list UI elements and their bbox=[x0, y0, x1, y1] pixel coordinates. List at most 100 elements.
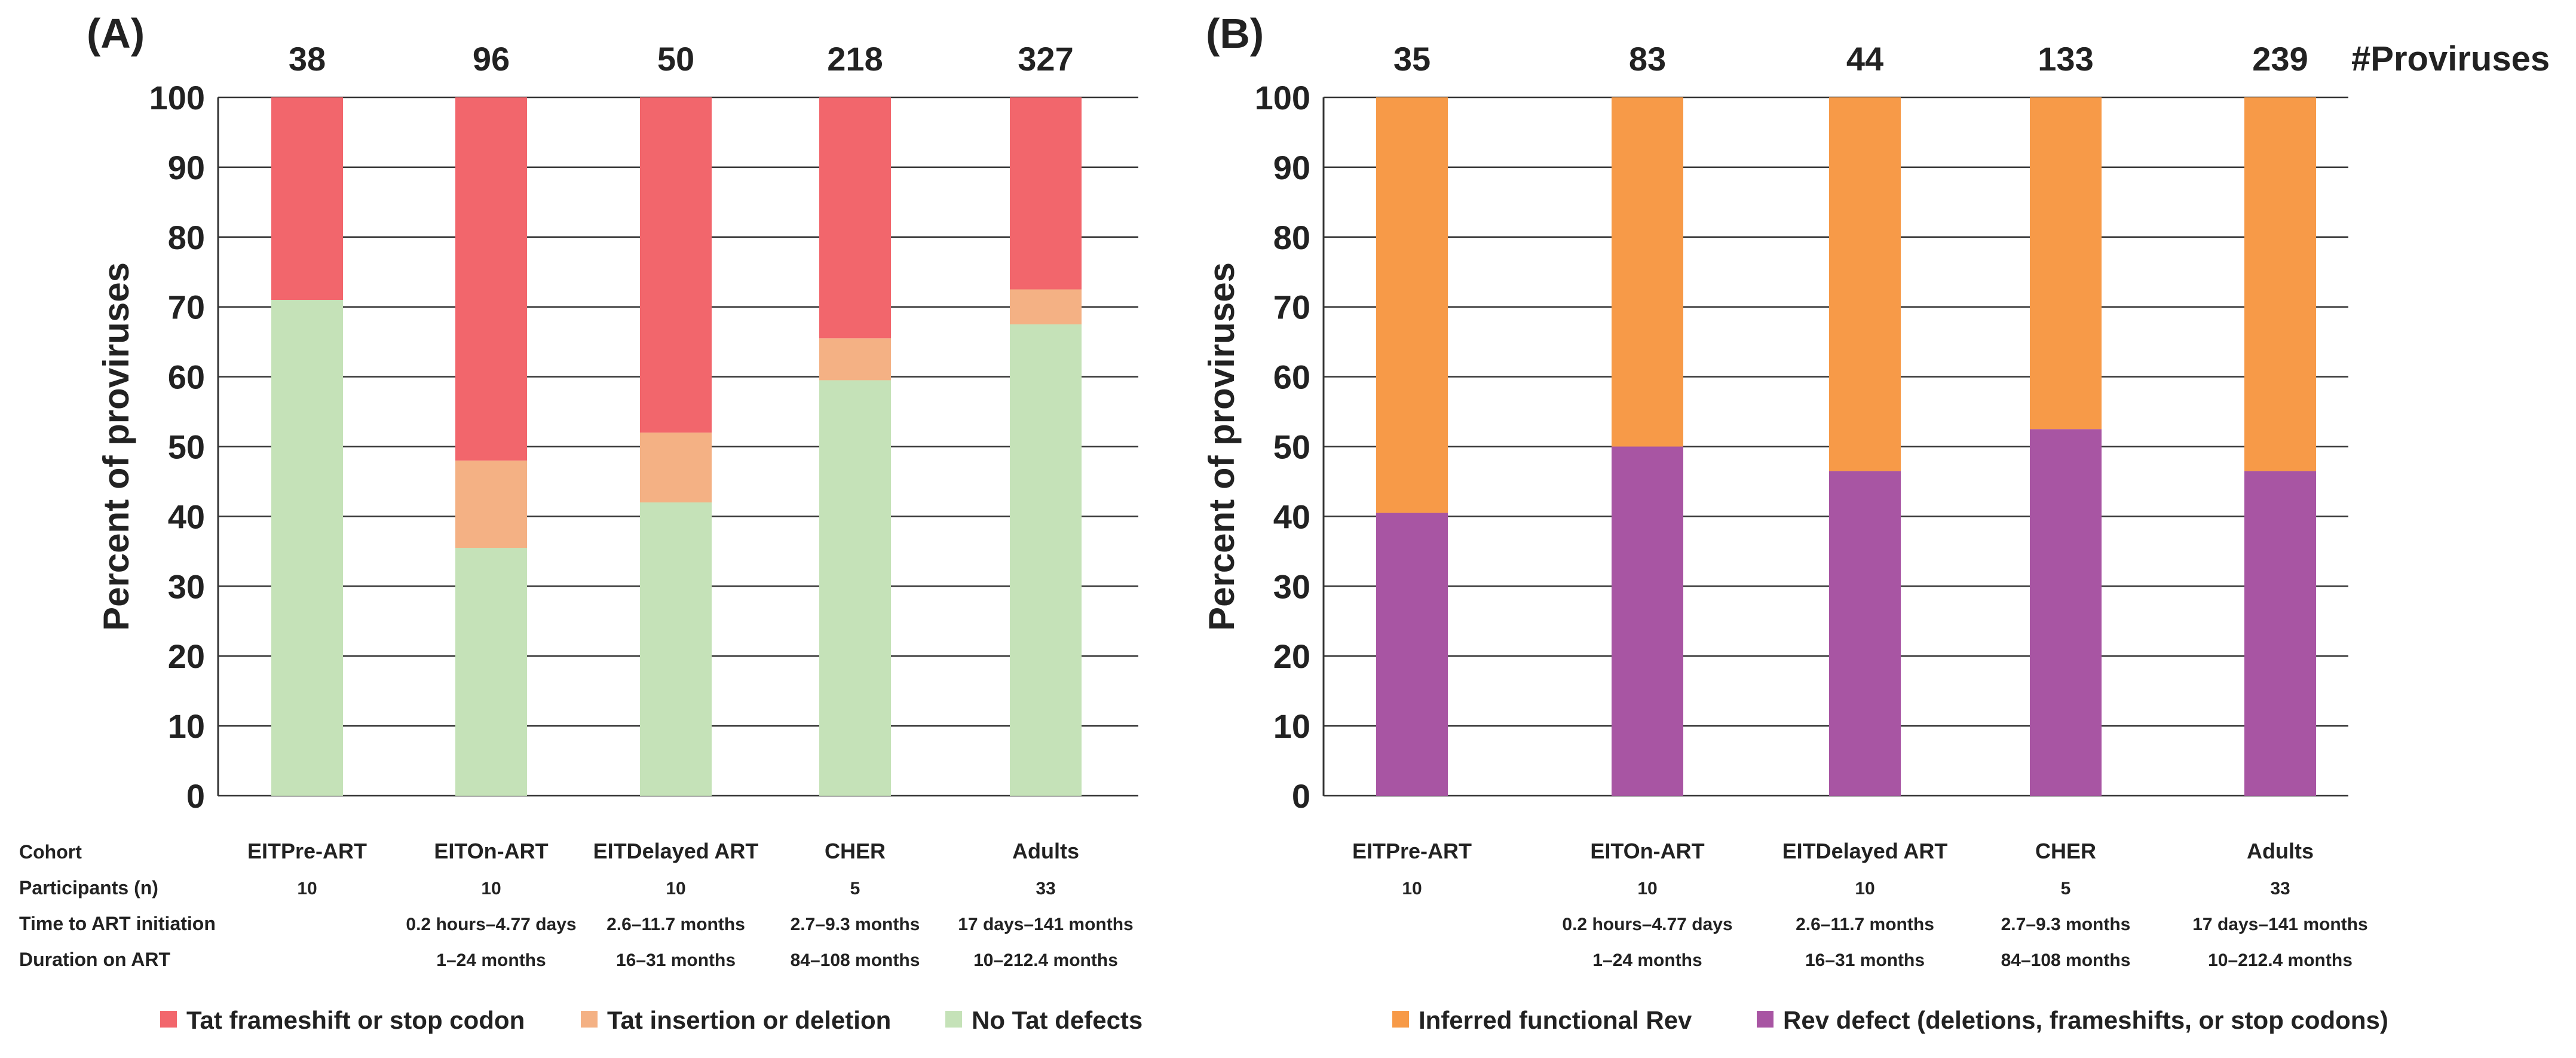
panel-b-totals-title: #Proviruses bbox=[2351, 39, 2550, 78]
panel-b-ytick-label: 90 bbox=[1273, 149, 1310, 186]
panel-a-bar-eitpre-art-series-0 bbox=[271, 300, 343, 796]
table-cell-duration: 10–212.4 months bbox=[973, 950, 1118, 970]
table-cell-cohort: EITPre-ART bbox=[247, 839, 367, 863]
table-cell-cohort: Adults bbox=[1012, 839, 1079, 863]
table-cell-duration: 16–31 months bbox=[1805, 950, 1925, 970]
panel-b-total-label: 83 bbox=[1629, 40, 1666, 78]
panel-a-ytick-label: 80 bbox=[168, 219, 205, 256]
table-cell-participants: 33 bbox=[1036, 879, 1055, 898]
panel-b-total-label: 44 bbox=[1846, 40, 1883, 78]
table-cell-duration: 84–108 months bbox=[791, 950, 920, 970]
table-cell-time-to-art: 17 days–141 months bbox=[2192, 915, 2367, 934]
table-cell-time-to-art: 0.2 hours–4.77 days bbox=[1562, 915, 1732, 934]
table-cell-participants: 10 bbox=[1402, 879, 1422, 898]
table-cell-participants: 10 bbox=[1637, 879, 1657, 898]
panel-a-bar-cher-series-0 bbox=[819, 380, 891, 796]
panel-a-ylabel: Percent of proviruses bbox=[96, 262, 136, 631]
panel-a-bar-eiton-art-series-1 bbox=[455, 460, 527, 548]
table-cell-cohort: Adults bbox=[2247, 839, 2314, 863]
table-cell-duration: 10–212.4 months bbox=[2208, 950, 2353, 970]
table-cell-time-to-art: 2.6–11.7 months bbox=[1796, 915, 1934, 934]
panel-a-legend-label: Tat insertion or deletion bbox=[607, 1006, 891, 1034]
table-row-label: Duration on ART bbox=[19, 949, 170, 970]
panel-a-bar-adults-series-0 bbox=[1010, 324, 1082, 796]
panel-a-ytick-label: 0 bbox=[186, 777, 205, 815]
table-cell-cohort: CHER bbox=[825, 839, 886, 863]
table-cell-participants: 10 bbox=[481, 879, 501, 898]
panel-a-total-label: 96 bbox=[473, 40, 510, 78]
table-cell-participants: 10 bbox=[1855, 879, 1874, 898]
panel-b-total-label: 133 bbox=[2038, 40, 2093, 78]
panel-a-total-label: 38 bbox=[289, 40, 326, 78]
table-cell-cohort: EITOn-ART bbox=[434, 839, 548, 863]
panel-a-bar-cher-series-1 bbox=[819, 338, 891, 381]
panel-a-total-label: 50 bbox=[657, 40, 694, 78]
panel-b-bar-eitdelayed-art-series-0 bbox=[1829, 471, 1901, 796]
table-cell-duration: 16–31 months bbox=[616, 950, 736, 970]
panel-a-legend-label: No Tat defects bbox=[972, 1006, 1142, 1034]
table-cell-duration: 1–24 months bbox=[436, 950, 546, 970]
panel-b-ytick-label: 100 bbox=[1255, 79, 1310, 116]
panel-b-ytick-label: 60 bbox=[1273, 358, 1310, 396]
panel-b-bar-eiton-art-series-0 bbox=[1612, 446, 1683, 796]
panel-a-legend-label: Tat frameshift or stop codon bbox=[186, 1006, 525, 1034]
panel-b-ytick-label: 80 bbox=[1273, 219, 1310, 256]
panel-a-bar-cher-series-2 bbox=[819, 97, 891, 339]
panel-b-total-label: 35 bbox=[1393, 40, 1431, 78]
table-cell-time-to-art: 0.2 hours–4.77 days bbox=[406, 915, 576, 934]
panel-a-total-label: 218 bbox=[827, 40, 883, 78]
panel-b-ytick-label: 30 bbox=[1273, 568, 1310, 605]
panel-a-bar-eitpre-art-series-2 bbox=[271, 97, 343, 300]
table-row-label: Cohort bbox=[19, 841, 82, 863]
table-cell-participants: 10 bbox=[666, 879, 685, 898]
panel-b-ytick-label: 70 bbox=[1273, 289, 1310, 326]
table-cell-cohort: CHER bbox=[2035, 839, 2096, 863]
panel-b-legend-label: Rev defect (deletions, frameshifts, or s… bbox=[1783, 1006, 2388, 1034]
panel-a-ytick-label: 70 bbox=[168, 289, 205, 326]
panel-b-bar-eitpre-art-series-1 bbox=[1376, 97, 1448, 513]
panel-b-ylabel: Percent of proviruses bbox=[1202, 262, 1242, 631]
panel-a-legend-swatch bbox=[160, 1011, 177, 1028]
panel-a-bar-eiton-art-series-2 bbox=[455, 97, 527, 461]
panel-a-bar-eitdelayed-art-series-2 bbox=[640, 97, 712, 433]
table-cell-cohort: EITOn-ART bbox=[1590, 839, 1704, 863]
table-cell-time-to-art: 2.7–9.3 months bbox=[791, 915, 920, 934]
panel-a-ytick-label: 40 bbox=[168, 498, 205, 535]
table-cell-participants: 10 bbox=[297, 879, 317, 898]
table-row-label: Time to ART initiation bbox=[19, 913, 216, 934]
panel-a-label: (A) bbox=[87, 10, 145, 57]
panel-a-bar-adults-series-2 bbox=[1010, 97, 1082, 290]
panel-b-ytick-label: 40 bbox=[1273, 498, 1310, 535]
panel-a-ytick-label: 90 bbox=[168, 149, 205, 186]
table-cell-participants: 5 bbox=[2061, 879, 2071, 898]
panel-a-bar-adults-series-1 bbox=[1010, 289, 1082, 324]
panel-b-bar-eitdelayed-art-series-1 bbox=[1829, 97, 1901, 471]
panel-b-ytick-label: 10 bbox=[1273, 707, 1310, 745]
panel-b-legend-label: Inferred functional Rev bbox=[1419, 1006, 1692, 1034]
table-cell-time-to-art: 17 days–141 months bbox=[958, 915, 1133, 934]
panel-a-legend-swatch bbox=[581, 1011, 598, 1028]
panel-a-total-label: 327 bbox=[1018, 40, 1073, 78]
panel-a-ytick-label: 30 bbox=[168, 568, 205, 605]
panel-b-ytick-label: 50 bbox=[1273, 428, 1310, 466]
panel-b-total-label: 239 bbox=[2252, 40, 2308, 78]
table-row-label: Participants (n) bbox=[19, 877, 158, 898]
panel-a-ytick-label: 100 bbox=[149, 79, 205, 116]
panel-b-legend-swatch bbox=[1392, 1011, 1409, 1028]
panel-b-label: (B) bbox=[1206, 10, 1264, 57]
table-cell-duration: 1–24 months bbox=[1592, 950, 1702, 970]
panel-b-bar-adults-series-0 bbox=[2244, 471, 2316, 796]
panel-a-ytick-label: 10 bbox=[168, 707, 205, 745]
table-cell-cohort: EITPre-ART bbox=[1352, 839, 1472, 863]
table-cell-cohort: EITDelayed ART bbox=[593, 839, 759, 863]
panel-b-bar-eiton-art-series-1 bbox=[1612, 97, 1683, 447]
panel-a-bar-eitdelayed-art-series-1 bbox=[640, 433, 712, 503]
panel-b-bar-cher-series-1 bbox=[2030, 97, 2102, 430]
table-cell-time-to-art: 2.6–11.7 months bbox=[607, 915, 745, 934]
panel-a-bar-eiton-art-series-0 bbox=[455, 548, 527, 796]
table-cell-participants: 5 bbox=[850, 879, 860, 898]
panel-b-ytick-label: 20 bbox=[1273, 637, 1310, 675]
panel-b-bar-adults-series-1 bbox=[2244, 97, 2316, 471]
panel-b-legend-swatch bbox=[1757, 1011, 1774, 1028]
